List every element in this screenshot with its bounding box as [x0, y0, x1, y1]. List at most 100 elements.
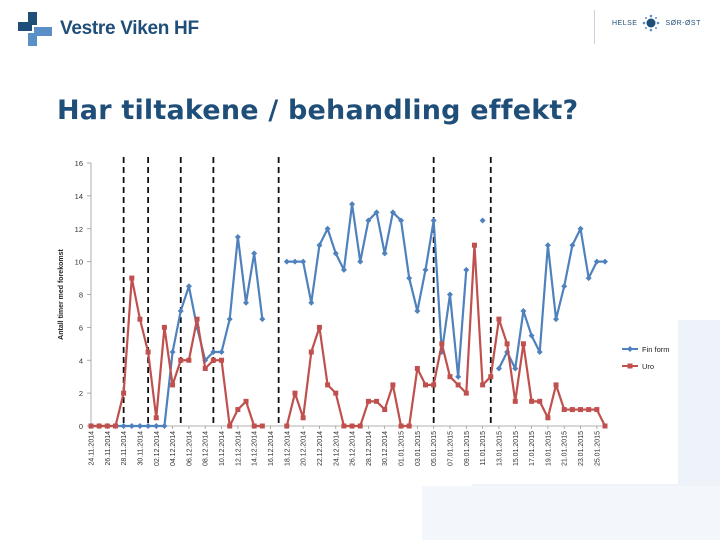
- data-point: [545, 415, 551, 421]
- data-point: [495, 365, 502, 372]
- x-tick-label: 09.01.2015: [464, 431, 471, 466]
- data-point: [381, 250, 388, 257]
- data-point: [463, 390, 469, 396]
- data-point: [430, 217, 437, 224]
- data-point: [577, 225, 584, 232]
- y-tick-label: 12: [75, 225, 83, 234]
- x-tick-label: 17.01.2015: [529, 431, 536, 466]
- data-point: [431, 382, 437, 388]
- y-tick-label: 0: [79, 422, 83, 431]
- data-point: [145, 423, 152, 429]
- data-point: [390, 382, 396, 388]
- data-point: [291, 258, 298, 265]
- data-point: [243, 398, 249, 404]
- legend-label: Uro: [642, 362, 654, 371]
- data-point: [406, 275, 413, 282]
- data-point: [283, 258, 290, 265]
- data-point: [455, 382, 461, 388]
- data-point: [488, 374, 494, 380]
- data-point: [422, 266, 429, 273]
- data-point: [96, 423, 102, 429]
- data-point: [137, 316, 143, 322]
- data-point: [373, 209, 380, 216]
- data-point: [341, 423, 347, 429]
- data-point: [153, 423, 160, 429]
- data-point: [284, 423, 290, 429]
- y-tick-label: 4: [79, 356, 83, 365]
- data-point: [480, 382, 486, 388]
- data-point: [357, 258, 364, 265]
- x-tick-label: 03.01.2015: [415, 431, 422, 466]
- data-point: [227, 423, 233, 429]
- data-point: [463, 266, 470, 273]
- data-point: [324, 225, 331, 232]
- data-point: [186, 357, 192, 363]
- data-point: [471, 242, 477, 248]
- legend-marker: [627, 346, 633, 352]
- data-point: [602, 258, 608, 265]
- data-point: [569, 407, 575, 413]
- data-point: [136, 423, 143, 429]
- x-tick-label: 07.01.2015: [447, 431, 454, 466]
- data-point: [161, 324, 167, 330]
- data-point: [129, 275, 135, 281]
- data-point: [569, 242, 576, 249]
- data-point: [333, 390, 339, 396]
- data-point: [251, 250, 258, 257]
- series-line: [91, 202, 605, 428]
- x-tick-label: 30.12.2014: [382, 431, 389, 466]
- data-point: [520, 307, 527, 314]
- data-point: [202, 365, 208, 371]
- x-tick-label: 08.12.2014: [203, 431, 210, 466]
- data-point: [316, 324, 322, 330]
- data-point: [169, 349, 176, 356]
- partner-name-right: SØR-ØST: [665, 19, 701, 27]
- partner-logo: HELSE SØR-ØST: [612, 14, 701, 32]
- x-tick-label: 24.11.2014: [89, 431, 96, 466]
- y-tick-label: 6: [79, 323, 83, 332]
- data-point: [553, 382, 559, 388]
- x-tick-label: 06.12.2014: [186, 431, 193, 466]
- data-point: [414, 307, 421, 314]
- data-point: [210, 349, 217, 356]
- x-tick-label: 21.01.2015: [562, 431, 569, 466]
- data-point: [300, 415, 306, 421]
- x-tick-label: 05.01.2015: [431, 431, 438, 466]
- data-point: [537, 398, 543, 404]
- data-point: [178, 357, 184, 363]
- data-point: [235, 407, 241, 413]
- x-tick-label: 23.01.2015: [578, 431, 585, 466]
- x-tick-label: 02.12.2014: [154, 431, 161, 466]
- legend-marker: [627, 363, 633, 369]
- x-tick-label: 22.12.2014: [317, 431, 324, 466]
- data-point: [153, 415, 159, 421]
- data-point: [121, 390, 127, 396]
- data-point: [210, 357, 216, 363]
- data-point: [340, 266, 347, 273]
- cross-logo-icon: [18, 12, 52, 46]
- data-point: [594, 407, 600, 413]
- x-tick-label: 15.01.2015: [513, 431, 520, 466]
- x-tick-label: 28.12.2014: [366, 431, 373, 466]
- x-tick-label: 26.11.2014: [105, 431, 112, 466]
- x-tick-label: 30.11.2014: [137, 431, 144, 466]
- data-point: [226, 316, 233, 323]
- data-point: [504, 341, 510, 347]
- data-point: [382, 407, 388, 413]
- partner-name-left: HELSE: [612, 19, 638, 27]
- data-point: [185, 283, 192, 290]
- data-point: [529, 398, 535, 404]
- data-point: [112, 423, 118, 429]
- y-tick-label: 14: [75, 192, 83, 201]
- data-point: [104, 423, 110, 429]
- y-tick-label: 8: [79, 291, 83, 300]
- x-tick-label: 10.12.2014: [219, 431, 226, 466]
- data-point: [349, 423, 355, 429]
- x-tick-label: 13.01.2015: [496, 431, 503, 466]
- data-point: [544, 242, 551, 249]
- x-tick-label: 14.12.2014: [252, 431, 259, 466]
- y-axis-label: Antall timer med forekomst: [58, 249, 65, 340]
- x-tick-label: 19.01.2015: [545, 431, 552, 466]
- data-point: [602, 423, 608, 429]
- data-point: [455, 373, 462, 380]
